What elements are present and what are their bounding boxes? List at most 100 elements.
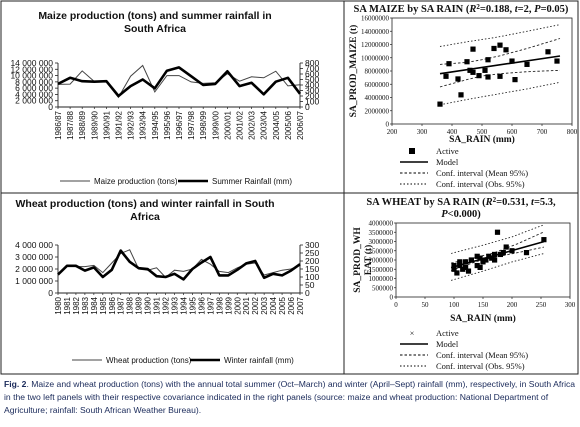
title-t-value: =5.3, xyxy=(534,197,556,208)
x-tick-label: 1996 xyxy=(197,296,206,314)
y-left-tick-label: 8 000 000 xyxy=(15,77,53,87)
title-t-value: =2, xyxy=(518,4,534,15)
data-point xyxy=(494,229,501,235)
data-point xyxy=(451,262,457,269)
y-tick-label: 12000000 xyxy=(361,41,390,49)
data-point xyxy=(497,42,503,48)
data-point xyxy=(512,77,518,83)
data-point xyxy=(482,67,488,73)
legend-label-obs-ci: Conf. interval (Obs. 95%) xyxy=(436,361,525,371)
data-point xyxy=(491,45,497,52)
x-tick-label: 200 xyxy=(507,301,518,309)
y-right-tick-label: 800 xyxy=(305,58,319,68)
x-tick-label: 1994/95 xyxy=(151,110,160,139)
figure-caption: Fig. 2. Maize and wheat production (tons… xyxy=(4,378,576,417)
x-tick-label: 2002 xyxy=(251,296,260,314)
x-tick-label: 2001/02 xyxy=(236,110,245,139)
x-tick-label: 1999/00 xyxy=(211,110,220,139)
y-tick-label: 8000000 xyxy=(365,68,390,76)
data-point xyxy=(477,255,483,261)
x-tick-label: 1993 xyxy=(171,296,180,314)
legend-label-production: Maize production (tons) xyxy=(94,177,178,186)
x-tick-label: 1980 xyxy=(54,296,63,314)
y-tick-label: 4000000 xyxy=(369,220,394,228)
legend-label-obs-ci: Conf. interval (Obs. 95%) xyxy=(436,179,525,189)
data-point xyxy=(497,73,503,79)
legend-label-active: Active xyxy=(436,328,459,338)
legend-label-rainfall: Summer Rainfall (mm) xyxy=(212,177,292,186)
y-tick-label: 10000000 xyxy=(361,54,390,62)
x-tick-label: 500 xyxy=(477,128,488,136)
title-r-sup: 2 xyxy=(476,3,480,11)
caption-text: . Maize and wheat production (tons) with… xyxy=(4,379,576,415)
data-point xyxy=(474,253,480,259)
y-left-tick-label: 3 000 000 xyxy=(15,252,53,262)
title-t: t xyxy=(515,4,519,15)
y-tick-label: 1500000 xyxy=(369,266,394,274)
chart-title-line: Africa xyxy=(130,211,160,223)
series-line-rainfall xyxy=(57,66,302,98)
data-point xyxy=(476,73,482,79)
legend-marker-active xyxy=(409,148,415,154)
chart-title-line: Wheat production (tons) and winter rainf… xyxy=(16,198,275,210)
x-tick-label: 100 xyxy=(449,301,460,309)
y-axis-label: SA_PROD_MAIZE (t) xyxy=(348,25,359,118)
x-tick-label: 250 xyxy=(536,301,547,309)
x-tick-label: 1990/91 xyxy=(102,110,111,139)
y-right-tick-label: 0 xyxy=(305,102,310,112)
x-tick-label: 1987/88 xyxy=(66,110,75,139)
ci-mean-upper xyxy=(439,38,561,65)
title-r-value: =0.531, xyxy=(496,197,531,208)
data-point xyxy=(458,92,464,98)
y-right-tick-label: 400 xyxy=(305,80,319,90)
title-prefix: SA MAIZE by SA RAIN ( xyxy=(354,4,470,15)
y-right-tick-label: 50 xyxy=(305,280,315,290)
x-tick-label: 1982 xyxy=(72,296,81,314)
x-tick-label: 50 xyxy=(422,301,430,309)
x-tick-label: 150 xyxy=(478,301,489,309)
y-left-tick-label: 4 000 000 xyxy=(15,240,53,250)
y-left-tick-label: 2 000 000 xyxy=(15,264,53,274)
ci-obs-lower xyxy=(439,81,561,106)
legend-label-active: Active xyxy=(436,146,459,156)
title-t: t xyxy=(531,197,535,208)
data-point xyxy=(463,259,469,265)
data-point xyxy=(463,264,469,270)
legend-label-production: Wheat production (tons) xyxy=(106,356,192,365)
data-point xyxy=(503,244,509,250)
x-tick-label: 2007 xyxy=(296,296,305,314)
series-line-production xyxy=(57,249,301,279)
data-point xyxy=(485,74,491,80)
data-point xyxy=(451,266,457,272)
y-axis-label: SA_PROD_WH xyxy=(353,227,363,293)
y-tick-label: 1000000 xyxy=(369,275,394,283)
title-r: R xyxy=(485,197,493,208)
data-point xyxy=(455,76,461,82)
x-tick-label: 300 xyxy=(565,301,576,309)
y-right-tick-label: 300 xyxy=(305,86,319,96)
x-tick-label: 1998 xyxy=(215,296,224,314)
y-tick-label: 3500000 xyxy=(369,229,394,237)
data-point xyxy=(489,255,495,261)
y-right-tick-label: 600 xyxy=(305,69,319,79)
chart-title-line: Maize production (tons) and summer rainf… xyxy=(38,10,271,22)
x-tick-label: 1986/87 xyxy=(54,110,63,139)
wheat-rainfall-line-chart: Wheat production (tons) and winter rainf… xyxy=(15,198,319,365)
data-point xyxy=(437,101,443,107)
y-right-tick-label: 250 xyxy=(305,248,319,258)
ci-obs-upper xyxy=(450,224,545,254)
series-line-rainfall xyxy=(57,249,301,281)
data-point xyxy=(500,250,506,256)
x-tick-label: 2005/06 xyxy=(284,110,293,139)
ci-mean-upper xyxy=(451,231,545,264)
data-point xyxy=(541,237,547,243)
x-tick-label: 1997 xyxy=(206,296,215,314)
y-left-tick-label: 0 xyxy=(48,288,53,298)
x-tick-label: 1984 xyxy=(90,296,99,314)
ci-obs-upper xyxy=(439,24,561,47)
x-tick-label: 1996/97 xyxy=(175,110,184,139)
x-tick-label: 2004/05 xyxy=(272,110,281,139)
y-tick-label: 0 xyxy=(390,294,394,302)
data-point xyxy=(480,259,486,265)
x-tick-label: 0 xyxy=(394,301,398,309)
